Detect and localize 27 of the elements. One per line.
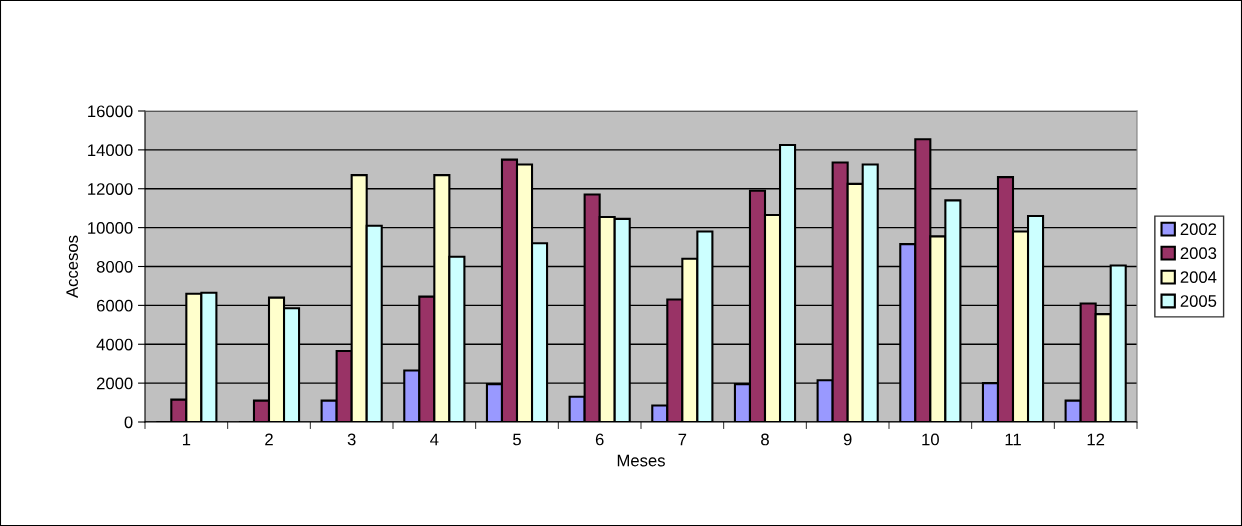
- x-tick-label: 6: [595, 433, 604, 446]
- y-tick-label: 6000: [96, 299, 133, 312]
- x-tick-label: 4: [430, 433, 439, 446]
- y-tick-label: 8000: [96, 260, 133, 273]
- legend-label: 2004: [1180, 271, 1217, 283]
- y-tick-label: 10000: [88, 222, 133, 234]
- x-tick-label: 12: [1087, 433, 1105, 446]
- x-tick-label: 8: [761, 433, 769, 446]
- y-tick-label: 0: [124, 416, 133, 429]
- y-tick-label: 4000: [96, 338, 133, 351]
- x-tick-label: 1: [182, 433, 191, 446]
- y-tick-label: 2000: [96, 377, 133, 390]
- x-axis-title: Meses: [617, 454, 665, 467]
- x-tick-label: 10: [922, 433, 939, 446]
- y-tick-label: 12000: [88, 183, 133, 195]
- legend-label: 2003: [1180, 247, 1217, 260]
- x-tick-label: 11: [1005, 433, 1021, 446]
- legend-label: 2005: [1180, 295, 1217, 307]
- y-axis-title: Accesos: [66, 235, 78, 298]
- x-tick-label: 2: [265, 433, 273, 446]
- y-tick-label: 14000: [88, 144, 133, 157]
- legend-label: 2002: [1180, 223, 1217, 236]
- x-tick-label: 5: [513, 433, 521, 446]
- x-tick-label: 9: [843, 433, 852, 446]
- y-tick-label: 16000: [88, 105, 133, 118]
- x-tick-label: 7: [678, 433, 687, 446]
- x-tick-label: 3: [347, 433, 356, 446]
